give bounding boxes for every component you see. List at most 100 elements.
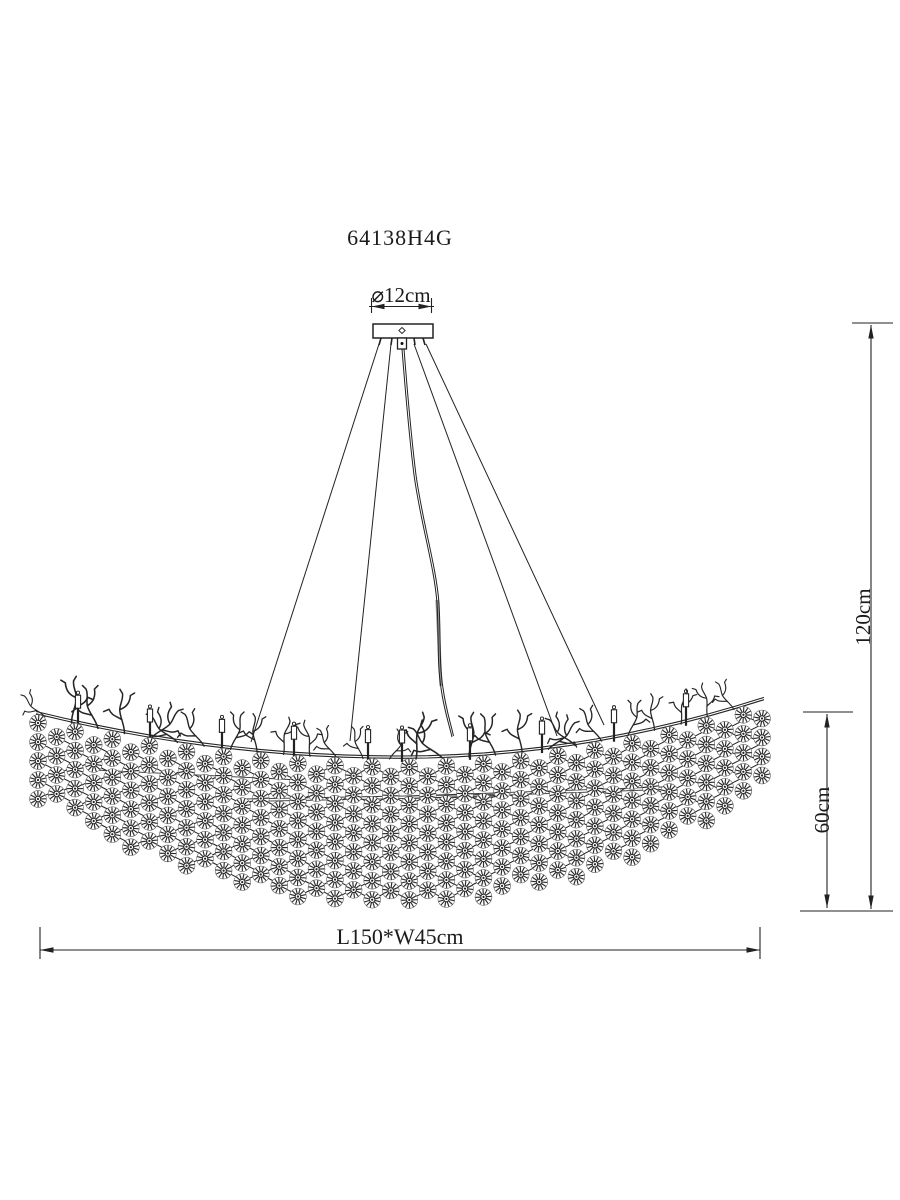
coral-branch xyxy=(458,709,495,758)
crystal-flower xyxy=(583,814,607,838)
bulb-holder xyxy=(290,725,298,740)
wire-nub xyxy=(422,337,426,346)
suspension-wire xyxy=(349,343,392,742)
crystal-flower xyxy=(545,763,570,787)
crystal-flower xyxy=(398,794,421,816)
ceiling-canopy xyxy=(372,323,434,350)
crystal-flower xyxy=(250,863,272,886)
coral-branch xyxy=(229,711,255,751)
crystal-flower xyxy=(397,812,422,836)
crystal-flower xyxy=(547,783,569,805)
crystal-flower xyxy=(434,830,459,854)
wire-nub xyxy=(413,337,416,346)
crystal-flower xyxy=(714,756,736,779)
crystal-flower xyxy=(510,807,532,829)
crystal-flower xyxy=(713,718,737,742)
crystal-flower xyxy=(360,830,385,855)
crystal-flower xyxy=(453,820,477,843)
crystal-flower xyxy=(471,847,496,871)
chandelier-body xyxy=(13,672,774,912)
arrowhead-right xyxy=(746,947,760,953)
dimension-overall-height: 120cm xyxy=(848,322,893,912)
crystal-flower xyxy=(530,834,549,854)
crystal-flower xyxy=(417,784,439,806)
crystal-flower xyxy=(378,783,403,808)
crystal-flower xyxy=(564,751,588,775)
crystal-flower xyxy=(361,812,384,835)
crystal-flower xyxy=(454,858,476,881)
crystal-flower xyxy=(659,781,680,802)
dimension-footprint: L150*W45cm xyxy=(39,924,761,959)
crystal-flower xyxy=(324,869,346,890)
crystal-flower xyxy=(416,840,440,864)
crystal-flower xyxy=(325,774,345,795)
crystal-flower xyxy=(547,821,568,843)
crystal-flower xyxy=(287,886,309,907)
crystal-flower xyxy=(323,887,347,911)
cord-grip-dot xyxy=(400,342,404,345)
crystal-flower xyxy=(622,847,642,867)
crystal-flower xyxy=(492,780,513,801)
crystal-flower xyxy=(750,744,774,769)
crystal-flower xyxy=(546,839,570,863)
crystal-flower xyxy=(659,820,679,840)
crystal-flower xyxy=(360,774,384,797)
crystal-flower xyxy=(45,744,68,768)
crystal-flower xyxy=(156,747,180,770)
crystal-flower xyxy=(473,829,494,851)
suspension-wire xyxy=(425,343,605,726)
crystal-flower xyxy=(212,764,236,788)
crystal-flower xyxy=(232,833,253,855)
crystal-flower xyxy=(362,889,383,910)
crystal-flower xyxy=(493,857,512,876)
crystal-flower xyxy=(193,789,218,814)
crystal-flower xyxy=(397,888,421,912)
bulb-holder xyxy=(466,727,474,742)
crystal-flower xyxy=(696,791,716,812)
footprint-label: L150*W45cm xyxy=(336,924,463,949)
crystal-flower xyxy=(733,723,754,744)
suspension-wire xyxy=(250,343,380,743)
crystal-flower xyxy=(249,787,273,810)
crystal-flower xyxy=(343,784,365,806)
crystal-flower xyxy=(251,808,271,827)
crystal-flower xyxy=(45,782,68,805)
crystal-flower xyxy=(491,836,514,859)
canopy-plate xyxy=(372,323,434,339)
crystal-flower xyxy=(250,769,271,790)
crystal-flower xyxy=(27,731,49,753)
crystal-flower xyxy=(641,758,661,778)
crystal-flower xyxy=(269,856,290,877)
crystal-flower xyxy=(270,762,289,781)
arrowhead-up xyxy=(824,714,830,728)
crystal-flower xyxy=(731,702,756,727)
crystal-flower xyxy=(527,870,552,894)
crystal-flower xyxy=(585,741,604,760)
coral-branch xyxy=(342,725,364,760)
crystal-flower xyxy=(381,842,401,863)
crystal-flower xyxy=(212,840,235,863)
canopy-diameter-label: ⌀12cm xyxy=(371,283,430,307)
crystal-flower xyxy=(455,802,475,823)
crystal-flower xyxy=(732,779,755,802)
crystal-flower xyxy=(454,764,476,786)
crystal-flower xyxy=(267,836,291,860)
crystal-flower xyxy=(379,860,402,883)
arrowhead-down xyxy=(824,894,830,908)
crystal-flower xyxy=(437,795,456,813)
crystal-flower xyxy=(715,739,735,759)
crystal-flower xyxy=(362,756,383,777)
crystal-flower xyxy=(29,714,47,732)
crystal-flower xyxy=(695,809,718,832)
suspension-wires xyxy=(250,343,605,743)
crystal-flower xyxy=(323,792,347,815)
crystal-flower xyxy=(676,747,699,771)
crystal-flower xyxy=(490,798,514,822)
crystal-flower xyxy=(509,824,533,849)
crystal-flower xyxy=(436,889,457,909)
crystal-flower xyxy=(325,813,345,832)
crystal-flower xyxy=(511,751,530,770)
crystal-flower xyxy=(121,781,140,800)
crystal-flower xyxy=(471,809,496,833)
